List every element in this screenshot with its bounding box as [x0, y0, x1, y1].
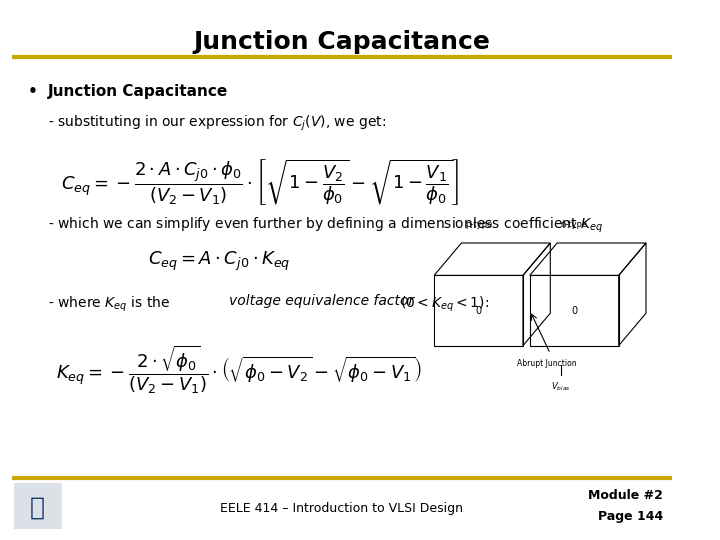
Text: $V_{bias}$: $V_{bias}$: [551, 381, 570, 393]
Polygon shape: [14, 483, 61, 529]
Text: - which we can simplify even further by defining a dimensionless coefficient $K_: - which we can simplify even further by …: [48, 216, 603, 235]
Text: 0: 0: [475, 306, 482, 315]
Text: EELE 414 – Introduction to VLSI Design: EELE 414 – Introduction to VLSI Design: [220, 502, 463, 515]
Text: voltage equivalence factor: voltage equivalence factor: [229, 294, 414, 308]
Text: Junction Capacitance: Junction Capacitance: [48, 84, 228, 99]
Text: p-type: p-type: [465, 220, 492, 230]
Text: $C_{eq} = -\dfrac{2 \cdot A \cdot C_{j0} \cdot \phi_0}{(V_2 - V_1)} \cdot \left[: $C_{eq} = -\dfrac{2 \cdot A \cdot C_{j0}…: [61, 157, 459, 206]
Text: Module #2: Module #2: [588, 489, 663, 502]
Text: Abrupt Junction: Abrupt Junction: [517, 359, 577, 368]
Text: n-type: n-type: [561, 220, 588, 230]
Text: •: •: [27, 84, 37, 99]
Text: Junction Capacitance: Junction Capacitance: [194, 30, 490, 53]
Text: 🐾: 🐾: [30, 496, 45, 519]
Text: - where $K_{eq}$ is the: - where $K_{eq}$ is the: [48, 294, 171, 314]
Text: Page 144: Page 144: [598, 510, 663, 523]
Text: - substituting in our expression for $C_j(V)$, we get:: - substituting in our expression for $C_…: [48, 113, 386, 133]
Text: $K_{eq} = -\dfrac{2 \cdot \sqrt{\phi_0}}{(V_2 - V_1)} \cdot \left( \sqrt{\phi_0 : $K_{eq} = -\dfrac{2 \cdot \sqrt{\phi_0}}…: [56, 343, 422, 396]
Text: 0: 0: [571, 306, 577, 315]
Text: $(0 < K_{eq} < 1)$:: $(0 < K_{eq} < 1)$:: [400, 294, 489, 314]
Text: $C_{eq} = A \cdot C_{j0} \cdot K_{eq}$: $C_{eq} = A \cdot C_{j0} \cdot K_{eq}$: [148, 249, 290, 273]
